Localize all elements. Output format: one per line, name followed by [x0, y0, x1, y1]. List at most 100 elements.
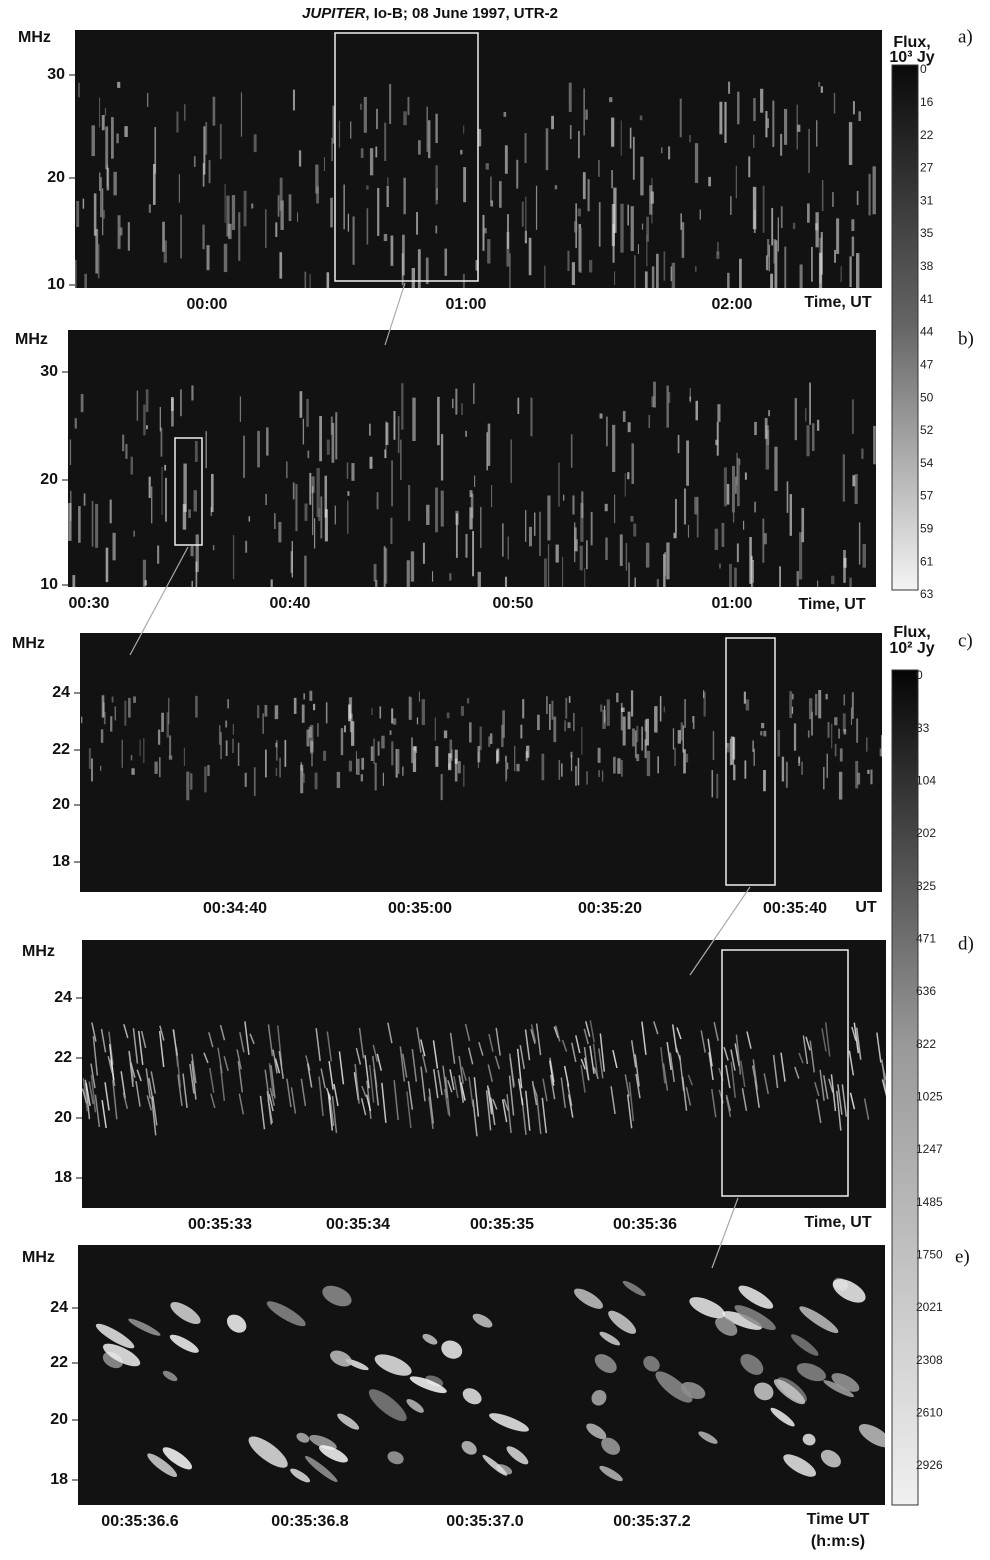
burst	[609, 97, 612, 102]
burst	[455, 750, 458, 764]
burst	[631, 443, 634, 484]
burst	[657, 756, 659, 773]
burst	[472, 531, 474, 576]
burst	[753, 135, 754, 148]
burst	[422, 699, 425, 725]
burst	[99, 97, 100, 127]
burst	[168, 698, 169, 725]
burst	[656, 254, 659, 296]
burst	[739, 459, 740, 465]
burst	[160, 407, 161, 431]
burst	[816, 120, 817, 146]
burst	[743, 521, 744, 530]
burst	[285, 740, 287, 767]
burst	[834, 250, 836, 263]
burst	[435, 488, 438, 533]
burst	[280, 178, 283, 211]
burst	[683, 749, 686, 773]
burst	[194, 156, 196, 167]
burst	[463, 274, 465, 292]
burst	[381, 736, 384, 749]
burst	[245, 541, 247, 553]
burst	[387, 177, 388, 185]
burst	[140, 740, 141, 756]
burst	[853, 101, 855, 114]
burst	[265, 494, 266, 505]
burst	[107, 165, 108, 187]
burst	[651, 396, 654, 407]
burst	[367, 208, 369, 244]
burst	[81, 394, 84, 412]
burst	[441, 491, 444, 527]
burst	[763, 770, 766, 791]
colorbar-tick-label: 31	[920, 193, 934, 207]
burst	[337, 772, 340, 788]
burst	[693, 716, 695, 729]
burst	[876, 581, 878, 611]
burst	[588, 179, 590, 211]
burst	[184, 748, 185, 766]
burst	[465, 431, 467, 437]
burst	[754, 502, 755, 513]
burst	[798, 756, 800, 766]
burst	[313, 704, 315, 710]
burst	[880, 748, 883, 756]
burst	[300, 391, 303, 418]
burst	[730, 739, 731, 765]
y-tick-label: 22	[52, 741, 70, 758]
burst	[793, 223, 795, 229]
x-axis-label: Time UT	[807, 1511, 870, 1528]
burst	[437, 397, 440, 445]
x-tick-label: 00:30	[69, 595, 110, 612]
burst	[357, 759, 360, 775]
burst	[312, 742, 313, 747]
burst	[792, 707, 793, 714]
burst	[627, 205, 629, 226]
colorbar-tick-label: 1025	[916, 1090, 943, 1104]
panel-letter: b)	[958, 328, 974, 349]
burst	[449, 573, 451, 580]
colorbar-tick-label: 636	[916, 984, 936, 998]
burst	[474, 476, 475, 488]
burst	[760, 731, 762, 735]
title-rest: , Io-B; 08 June 1997, UTR-2	[365, 5, 558, 22]
colorbar-tick-label: 41	[920, 292, 934, 306]
burst	[143, 405, 145, 436]
burst	[565, 698, 567, 719]
colorbar-tick-label: 471	[916, 932, 936, 946]
burst	[124, 701, 126, 726]
burst	[275, 222, 277, 237]
colorbar-tick-label: 22	[920, 128, 934, 142]
burst	[461, 706, 464, 716]
y-tick-label: 24	[50, 1299, 68, 1316]
burst	[488, 424, 491, 466]
burst	[695, 401, 698, 420]
burst	[737, 92, 739, 125]
burst	[487, 239, 490, 263]
burst	[574, 221, 577, 232]
burst	[147, 93, 148, 107]
burst	[642, 224, 643, 230]
burst	[213, 97, 216, 126]
burst	[278, 522, 281, 542]
burst	[480, 507, 481, 548]
burst	[569, 696, 571, 703]
burst	[278, 195, 280, 217]
burst	[341, 728, 343, 755]
burst	[374, 564, 377, 581]
burst	[463, 765, 464, 787]
burst	[841, 266, 842, 282]
burst	[110, 500, 112, 524]
burst	[205, 122, 207, 155]
burst	[774, 447, 777, 491]
burst	[149, 204, 151, 212]
burst	[633, 524, 636, 537]
burst	[572, 495, 574, 514]
colorbar-tick-label: 38	[920, 259, 934, 273]
burst	[708, 177, 711, 186]
burst	[106, 548, 109, 582]
burst	[778, 217, 779, 251]
colorbar-tick-label: 54	[920, 456, 934, 470]
burst	[818, 690, 821, 718]
burst	[514, 746, 515, 771]
